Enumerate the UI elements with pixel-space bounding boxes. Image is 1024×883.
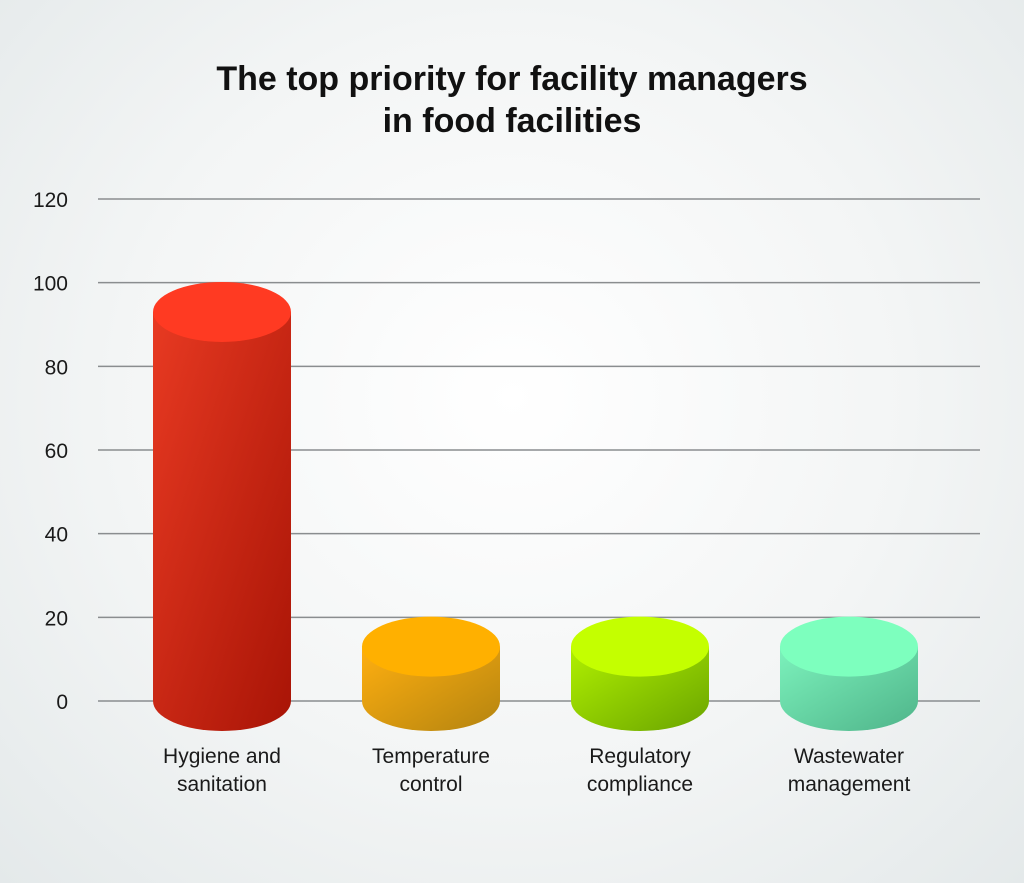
y-tick-label: 60 — [45, 440, 68, 463]
y-tick-label: 100 — [33, 273, 68, 296]
bars — [153, 281, 918, 731]
x-category-label: management — [788, 773, 911, 796]
bar-3 — [780, 616, 918, 731]
chart-title: The top priority for facility managers i… — [0, 58, 1024, 142]
chart-title-line-1: The top priority for facility managers — [216, 60, 808, 98]
x-axis-category-labels: Hygiene and sanitation Temperature control R… — [163, 745, 910, 796]
y-tick-label: 80 — [45, 356, 68, 379]
chart-title-line-2: in food facilities — [382, 102, 642, 140]
y-tick-label: 40 — [45, 524, 68, 547]
y-tick-label: 20 — [45, 607, 68, 630]
bar-top — [362, 616, 500, 677]
bar-0 — [153, 281, 291, 731]
y-tick-label: 0 — [56, 691, 68, 714]
x-category-label: Wastewater — [794, 745, 904, 768]
x-category-label: Regulatory — [589, 745, 691, 768]
y-axis-tick-labels: 0 20 40 60 80 100 120 — [33, 189, 68, 714]
y-tick-label: 120 — [33, 189, 68, 212]
x-category-label: sanitation — [177, 773, 267, 796]
x-category-label: Temperature — [372, 745, 490, 768]
x-category-label: control — [399, 773, 462, 796]
x-category-label: compliance — [587, 773, 693, 796]
bar-top — [571, 616, 709, 677]
bar-2 — [571, 616, 709, 731]
bar-top — [153, 281, 291, 342]
bar-body — [153, 311, 291, 731]
x-category-label: Hygiene and — [163, 745, 281, 768]
bar-top — [780, 616, 918, 677]
bar-1 — [362, 616, 500, 731]
